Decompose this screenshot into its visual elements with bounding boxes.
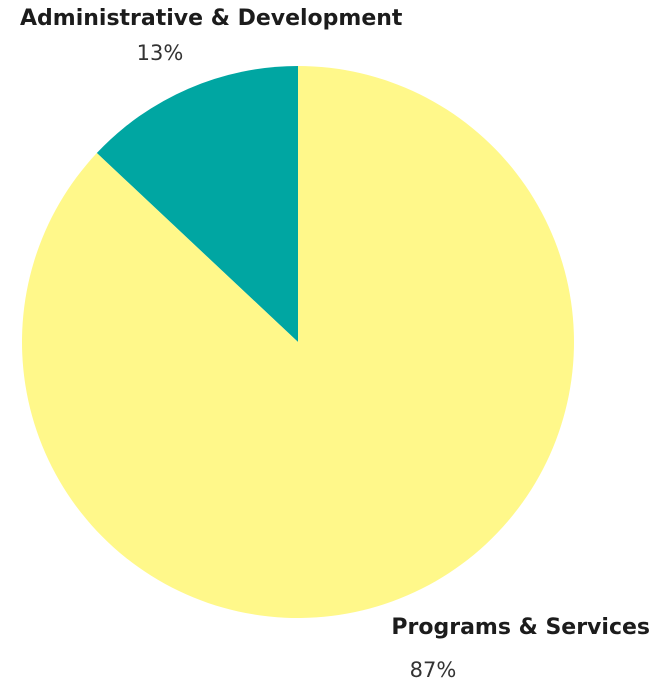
pie-slices — [21, 66, 574, 619]
pie-labels: Administrative & Development 13% Program… — [20, 6, 650, 682]
pie-slice-administrative-development — [96, 66, 298, 342]
slice-value-administrative: 13% — [137, 41, 184, 65]
pie-slice-programs-services — [21, 66, 574, 619]
slice-label-administrative: Administrative & Development — [20, 6, 403, 31]
slice-label-programs: Programs & Services — [391, 615, 650, 640]
slice-value-programs: 87% — [410, 658, 457, 682]
